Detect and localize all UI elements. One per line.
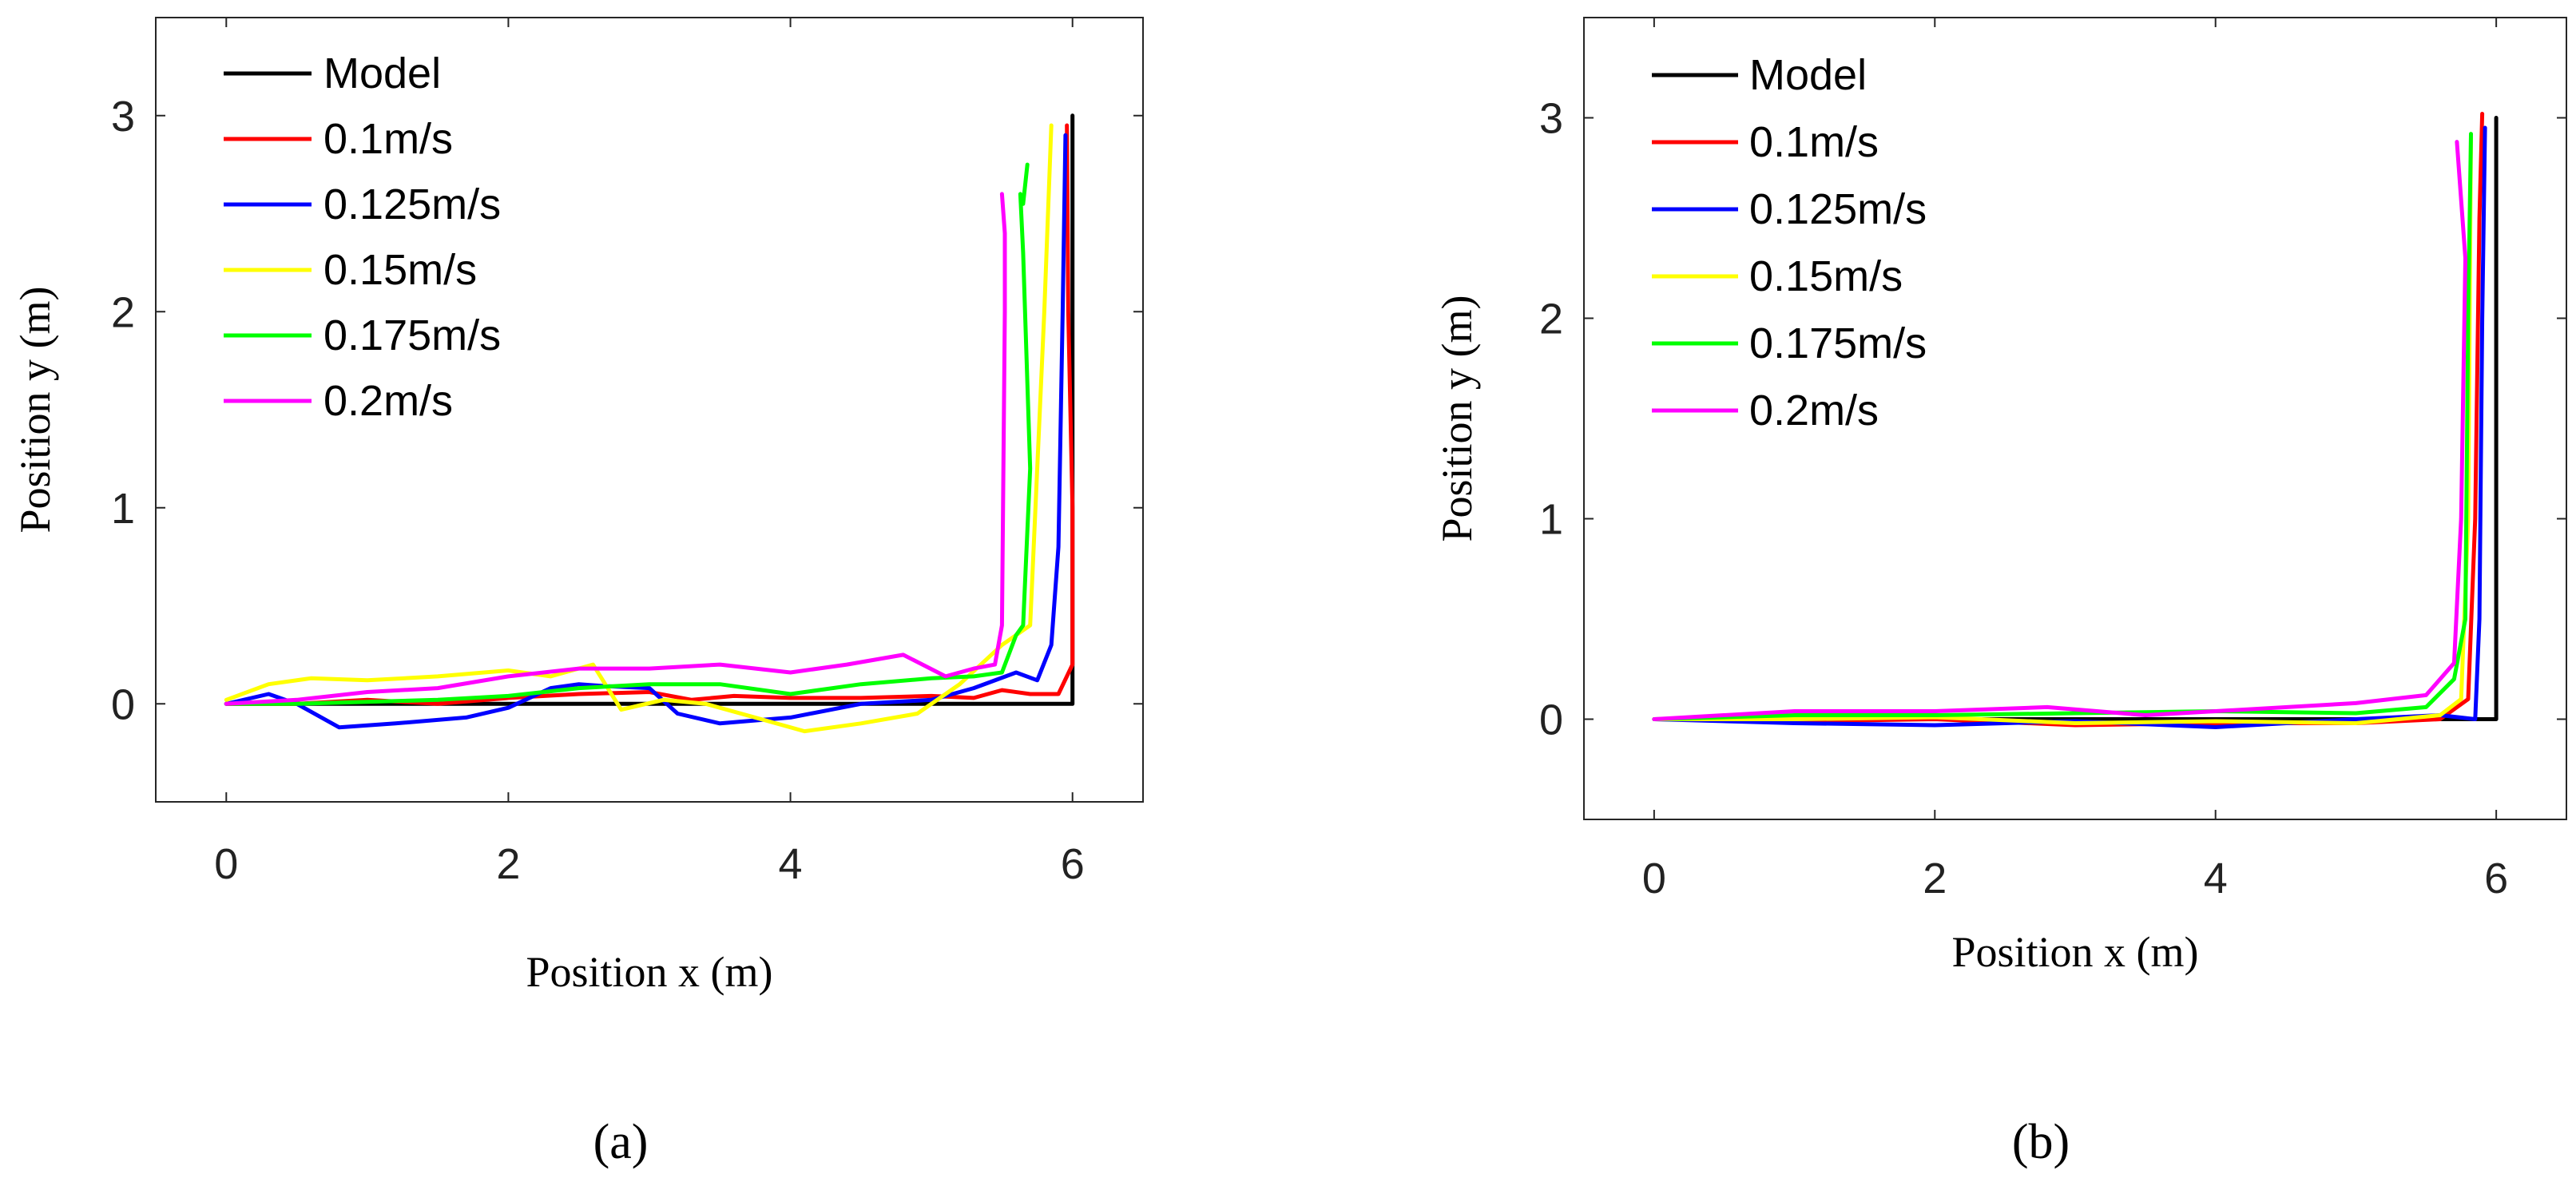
- series-line-0.175m/s: [224, 162, 1033, 706]
- legend-label: 0.15m/s: [1749, 252, 1903, 300]
- chart-panel-a: 0 2 4 6 0 1 2 3 Model 0.1m/s 0.125m/s 0.15m/s 0.175m…: [11, 17, 1144, 1169]
- legend-label: 0.2m/s: [323, 377, 453, 425]
- series-line-0.15m/s: [224, 123, 1054, 734]
- y-axis-label: Position y (m): [1433, 295, 1481, 541]
- x-axis-label: Position x (m): [1951, 928, 2198, 976]
- y-tick-label: 1: [1539, 496, 1563, 544]
- x-tick-label: 2: [1923, 855, 1947, 902]
- x-tick-label: 4: [2204, 855, 2228, 902]
- series-line-0.1m/s: [224, 123, 1075, 706]
- y-axis-label: Position y (m): [11, 286, 59, 533]
- legend-label: 0.1m/s: [323, 115, 453, 163]
- series-line-0.125m/s: [224, 133, 1068, 730]
- x-axis-label: Position x (m): [526, 948, 772, 996]
- axes-box: [1583, 17, 2567, 820]
- legend-label: 0.15m/s: [323, 246, 477, 294]
- series-line-0.125m/s: [1652, 125, 2487, 729]
- y-tick-label: 3: [111, 93, 135, 141]
- legend-label: Model: [323, 50, 441, 97]
- series-line-0.2m/s: [1652, 140, 2467, 721]
- panel-caption: (b): [2012, 1115, 2070, 1169]
- legend-label: 0.2m/s: [1749, 387, 1879, 434]
- y-tick-label: 0: [111, 680, 135, 728]
- legend-label: 0.175m/s: [323, 311, 501, 359]
- panel-caption: (a): [593, 1115, 649, 1169]
- y-tick-label: 0: [1539, 696, 1563, 744]
- legend-label: 0.125m/s: [323, 180, 501, 228]
- axes-box: [155, 17, 1144, 803]
- series-line-Model: [224, 113, 1075, 706]
- y-tick-label: 1: [111, 485, 135, 533]
- y-tick-label: 2: [111, 288, 135, 336]
- x-tick-label: 6: [2484, 855, 2508, 902]
- legend-label: 0.125m/s: [1749, 185, 1927, 233]
- x-tick-label: 4: [779, 840, 803, 888]
- x-tick-label: 0: [214, 840, 238, 888]
- legend-label: 0.1m/s: [1749, 118, 1879, 166]
- y-tick-label: 2: [1539, 296, 1563, 343]
- y-tick-label: 3: [1539, 95, 1563, 143]
- legend-label: 0.175m/s: [1749, 319, 1927, 367]
- series-line-0.2m/s: [224, 192, 1007, 706]
- x-tick-label: 2: [496, 840, 520, 888]
- series-line-0.175m/s: [1652, 132, 2473, 721]
- x-tick-label: 6: [1061, 840, 1085, 888]
- x-tick-label: 0: [1642, 855, 1666, 902]
- legend-label: Model: [1749, 51, 1867, 99]
- chart-panel-b: 0 2 4 6 0 1 2 3 Model 0.1m/s 0.125m/s 0.15m/s 0.175m…: [1433, 17, 2567, 1169]
